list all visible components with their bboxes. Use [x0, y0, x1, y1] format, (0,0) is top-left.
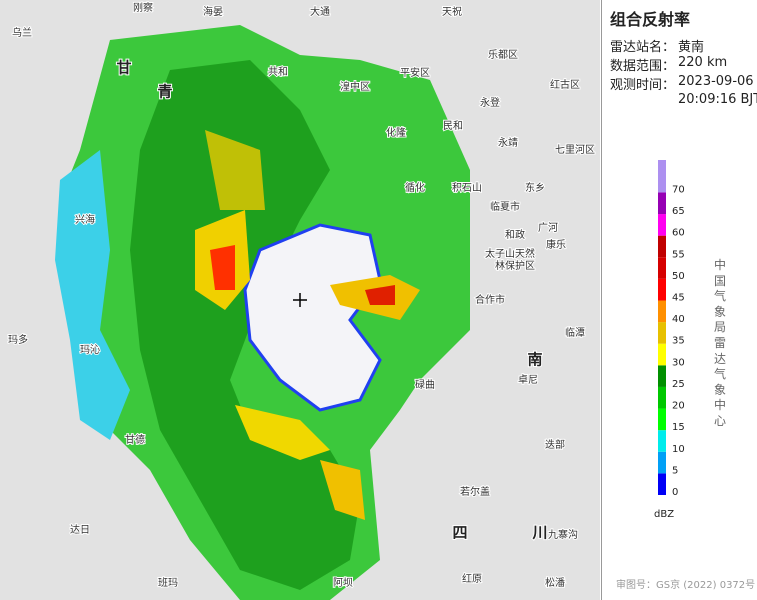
legend-label: 50 — [672, 271, 685, 282]
echo-yellow — [320, 460, 365, 520]
place-label: 阿坝 — [333, 577, 353, 589]
place-label: 合作市 — [475, 293, 505, 306]
place-label: 甘 — [116, 59, 131, 77]
place-label: 林保护区 — [495, 259, 535, 272]
title: 组合反射率 — [610, 10, 691, 29]
place-label: 永登 — [480, 96, 500, 109]
time: 20:09:16 BJT — [678, 92, 757, 107]
place-label: 和政 — [505, 228, 525, 241]
legend-swatch — [658, 408, 666, 431]
place-label: 平安区 — [400, 66, 430, 79]
agency: 中国气象局雷达气象中心 — [714, 258, 727, 428]
place-label: 临夏市 — [490, 200, 520, 213]
place-label: 四 — [452, 524, 467, 542]
place-label: 永靖 — [498, 136, 518, 149]
echo-gap — [243, 223, 382, 412]
legend-label: 65 — [672, 206, 685, 217]
place-label: 湟中区 — [340, 80, 370, 93]
time-label: 观测时间： — [610, 78, 676, 93]
legend-swatch — [658, 343, 666, 366]
station-label: 雷达站名： — [610, 40, 676, 55]
place-label: 化隆 — [386, 126, 406, 139]
legend-swatch — [658, 365, 666, 387]
place-label: 共和 — [268, 66, 288, 78]
place-label: 若尔盖 — [460, 485, 490, 498]
legend-swatch — [658, 473, 666, 495]
radar-site — [293, 293, 307, 307]
station: 黄南 — [678, 40, 705, 55]
legend-label: 5 — [672, 465, 678, 476]
place-label: 松潘 — [545, 576, 565, 589]
place-label: 兴海 — [75, 213, 95, 226]
legend-label: 55 — [672, 249, 685, 260]
legend-swatch — [658, 451, 666, 474]
place-label: 循化 — [405, 181, 425, 194]
range-label: 数据范围： — [610, 59, 676, 74]
legend-label: 35 — [672, 336, 685, 347]
place-label: 太子山天然 — [485, 247, 535, 260]
place-label: 南 — [527, 351, 542, 369]
place-label: 临潭 — [565, 326, 585, 339]
legend-label: 15 — [672, 422, 685, 433]
legend-swatch — [658, 257, 666, 279]
legend-swatch — [658, 160, 666, 193]
legend-label: 10 — [672, 444, 685, 455]
place-label: 乐都区 — [488, 49, 518, 61]
legend-swatch — [658, 192, 666, 215]
place-label: 甘德 — [125, 433, 145, 446]
place-label: 民和 — [443, 120, 463, 132]
place-label: 七里河区 — [555, 144, 595, 156]
color-legend: dBZ 0 5 10 15 20 25 30 35 40 45 50 55 60 65 70 — [654, 160, 685, 520]
legend-swatch — [658, 214, 666, 236]
place-label: 班玛 — [158, 577, 178, 589]
approval: 审图号：GS京 (2022) 0372号 — [616, 580, 756, 591]
place-label: 广河 — [538, 222, 558, 234]
place-label: 玛沁 — [80, 344, 100, 356]
legend-label: 30 — [672, 357, 685, 368]
legend-swatch — [658, 278, 666, 301]
echo-yellow — [235, 405, 330, 460]
place-label: 天祝 — [442, 5, 462, 18]
legend-label: 40 — [672, 314, 685, 325]
place-label: 红原 — [462, 572, 482, 585]
place-label: 九寨沟 — [548, 528, 578, 541]
legend-label: 20 — [672, 401, 685, 412]
place-label: 川 — [531, 524, 547, 542]
legend-label: 70 — [672, 184, 685, 195]
info-panel: 组合反射率 雷达站名： 黄南 数据范围： 220 km 观测时间： 2023-0… — [601, 0, 757, 600]
place-label: 大通 — [310, 5, 330, 18]
legend-swatch — [658, 322, 666, 344]
place-label: 卓尼 — [518, 374, 538, 386]
place-label: 红古区 — [550, 78, 580, 91]
echo-red — [365, 285, 395, 305]
echo-cyan — [55, 150, 130, 440]
place-label: 迭部 — [545, 438, 565, 451]
legend-label: 60 — [672, 228, 685, 239]
legend-swatch — [658, 235, 666, 258]
place-label: 玛多 — [8, 333, 28, 346]
place-label: 海晏 — [203, 5, 223, 18]
legend-swatch — [658, 386, 666, 409]
date: 2023-09-06 — [678, 74, 754, 89]
legend-unit: dBZ — [654, 509, 674, 520]
range: 220 km — [678, 55, 728, 70]
legend-label: 0 — [672, 487, 678, 498]
place-label: 乌兰 — [12, 26, 32, 39]
legend-label: 25 — [672, 379, 685, 390]
place-label: 达日 — [70, 524, 90, 536]
place-label: 积石山 — [452, 182, 482, 194]
place-label: 刚察 — [133, 1, 153, 14]
place-label: 东乡 — [525, 181, 545, 194]
legend-label: 45 — [672, 292, 685, 303]
echo-red — [210, 245, 235, 290]
place-label: 青 — [157, 83, 172, 101]
legend-swatch — [658, 430, 666, 452]
place-label: 碌曲 — [415, 379, 435, 391]
place-label: 康乐 — [546, 238, 566, 251]
legend-swatch — [658, 300, 666, 323]
echo-yellow — [205, 130, 265, 210]
